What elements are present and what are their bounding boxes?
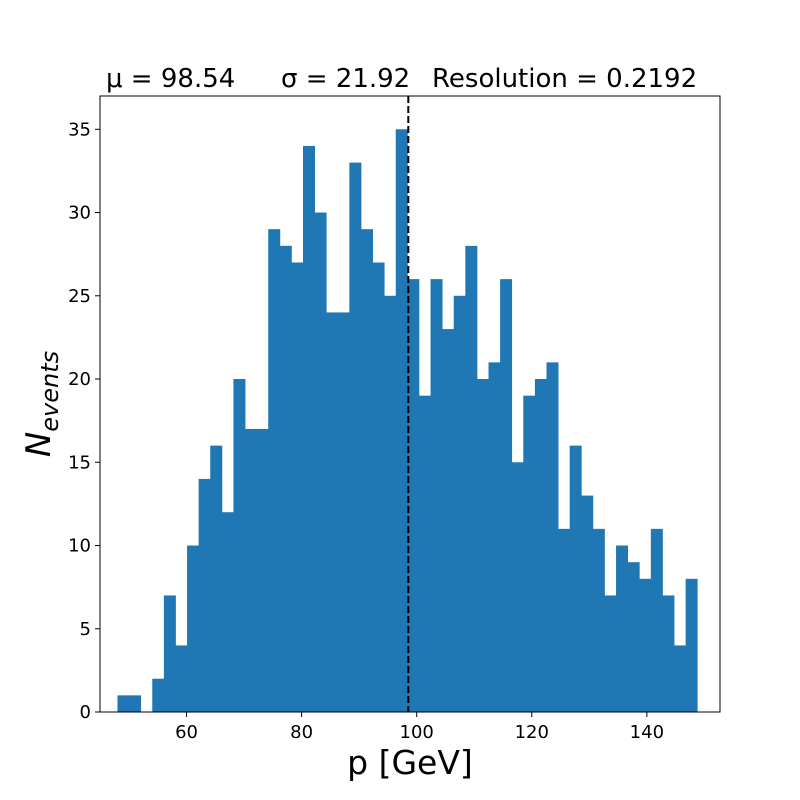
histogram-bar [476,379,489,712]
histogram-bar [384,295,397,712]
histogram-bar [523,395,536,712]
histogram-bar [558,528,571,712]
histogram-bar [256,428,269,712]
histogram-bar [627,562,640,712]
histogram-bar [245,428,258,712]
histogram-bar [268,229,281,712]
histogram-bar [326,312,339,712]
y-tick-label: 10 [68,536,91,557]
histogram-bar [685,578,698,712]
axes-frame [99,95,721,713]
histogram-bar [337,312,350,712]
histogram-bar [418,395,431,712]
histogram-bar [639,578,652,712]
y-tick-label: 15 [68,452,91,473]
histogram-bar [569,445,582,712]
histogram-bar [650,528,663,712]
histogram-bar [279,245,292,713]
y-tick-label: 5 [80,619,91,640]
histogram-bar [129,695,142,712]
histogram-bar [465,245,478,713]
histogram-bar [500,279,513,712]
y-tick-label: 25 [68,286,91,307]
x-tick-label: 80 [290,722,313,743]
histogram-bar [152,678,165,712]
histogram-bar [187,545,200,712]
x-tick-label: 120 [515,722,549,743]
histogram-bar [546,362,559,712]
y-tick-label: 35 [68,119,91,140]
x-tick-label: 60 [175,722,198,743]
x-axis-label: p [GeV] [347,743,473,782]
histogram-bar [349,162,362,712]
histogram-bar [534,379,547,712]
histogram-bar [430,279,443,712]
histogram-bar [604,595,617,712]
histogram-bar [395,129,408,712]
y-axis-ticks: 0 5 10 15 20 25 30 35 [68,119,100,723]
histogram-bar [592,528,605,712]
y-axis-label-subscript: events [36,351,64,432]
title-resolution: Resolution = 0.2192 [432,64,697,94]
y-tick-label: 20 [68,369,91,390]
y-tick-label: 30 [68,203,91,224]
title-mu: μ = 98.54 [106,64,235,94]
y-axis-label: Nevents [19,351,64,457]
histogram-bar [314,212,327,713]
histogram-bar [616,545,629,712]
histogram-bar [407,279,420,712]
histogram-bar [163,595,176,712]
histogram-bar [442,329,455,712]
histogram-bar [453,295,466,712]
title-sigma: σ = 21.92 [281,64,410,94]
histogram-bar [662,595,675,712]
histogram-bars [117,129,698,713]
histogram-bar [303,145,315,713]
histogram-bar [674,645,687,712]
y-axis-label-main: N [19,432,59,457]
histogram-bar [511,462,524,712]
histogram-bar [210,445,223,712]
histogram-bar [221,512,234,712]
histogram-bar [198,478,211,712]
histogram-bar [360,229,373,712]
x-tick-label: 100 [400,722,434,743]
histogram-bar [581,495,594,712]
y-tick-label: 0 [80,702,91,723]
histogram-bar [291,262,304,712]
histogram-bar [372,262,385,712]
histogram-bar [175,645,188,712]
histogram-bar [488,362,501,712]
histogram-bar [117,695,130,712]
histogram-bar [233,379,246,712]
x-axis-ticks: 60 80 100 120 140 [175,712,664,743]
x-tick-label: 140 [630,722,664,743]
chart-title: μ = 98.54 σ = 21.92 Resolution = 0.2192 [106,64,697,94]
